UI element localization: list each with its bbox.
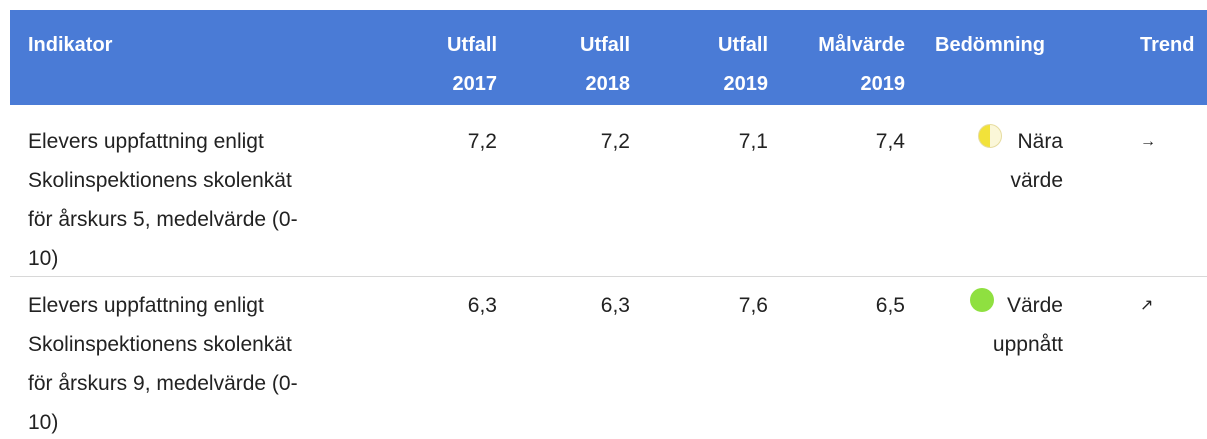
header-cell: Bedömning (935, 26, 1045, 65)
assessment-icon (978, 124, 1002, 148)
text-line: Utfall (718, 34, 768, 56)
trend-cell: ↗ (1140, 297, 1154, 314)
text-line: Skolinspektionens skolenkät (28, 169, 292, 192)
value-cell: 7,6 (738, 294, 768, 317)
header-cell: Målvärde 2019 (705, 26, 905, 104)
value-cell: 6,5 (875, 294, 905, 317)
indicator-cell: Elevers uppfattning enligt Skolinspektion… (28, 122, 298, 278)
header-cell: Utfall 2019 (568, 26, 768, 104)
text-line: 2019 (723, 73, 769, 95)
text-line: Elevers uppfattning enligt (28, 130, 264, 153)
assessment-cell: Nära värde (900, 122, 1063, 200)
text-line: Utfall (580, 34, 630, 56)
text-line: uppnått (992, 333, 1063, 356)
text-line: för årskurs 5, medelvärde (0- (28, 208, 298, 231)
text-line: för årskurs 9, medelvärde (0- (28, 372, 298, 395)
assessment-cell: Värde uppnått (900, 286, 1063, 364)
text-line: Målvärde (818, 34, 905, 56)
header-cell: Trend (1140, 26, 1194, 65)
text-line: 2019 (860, 73, 906, 95)
value-cell: 7,2 (600, 130, 630, 153)
text-line: Trend (1140, 34, 1195, 56)
header-cell: Indikator (28, 26, 112, 65)
value-cell: 7,1 (738, 130, 768, 153)
value-cell: 6,3 (600, 294, 630, 317)
text-line: Skolinspektionens skolenkät (28, 333, 292, 356)
text-line: Nära (1017, 130, 1063, 153)
value-cell: 7,2 (467, 130, 497, 153)
text-line: Bedömning (935, 34, 1045, 56)
header-cell: Utfall 2018 (430, 26, 630, 104)
assessment-icon (970, 288, 994, 312)
text-line: 2018 (585, 73, 631, 95)
text-line: Indikator (28, 34, 113, 56)
text-line: 10) (28, 411, 59, 434)
text-line: värde (1010, 169, 1063, 192)
text-line: Utfall (447, 34, 497, 56)
value-cell: 7,4 (875, 130, 905, 153)
text-line: Värde (1006, 294, 1063, 317)
text-line: 10) (28, 247, 59, 270)
indicator-cell: Elevers uppfattning enligt Skolinspektion… (28, 286, 298, 439)
trend-cell: → (1140, 133, 1156, 150)
text-line: Elevers uppfattning enligt (28, 294, 264, 317)
text-line: 2017 (452, 73, 498, 95)
header-band (10, 10, 1207, 105)
row-separator (10, 276, 1207, 277)
value-cell: 6,3 (467, 294, 497, 317)
header-cell: Utfall 2017 (297, 26, 497, 104)
